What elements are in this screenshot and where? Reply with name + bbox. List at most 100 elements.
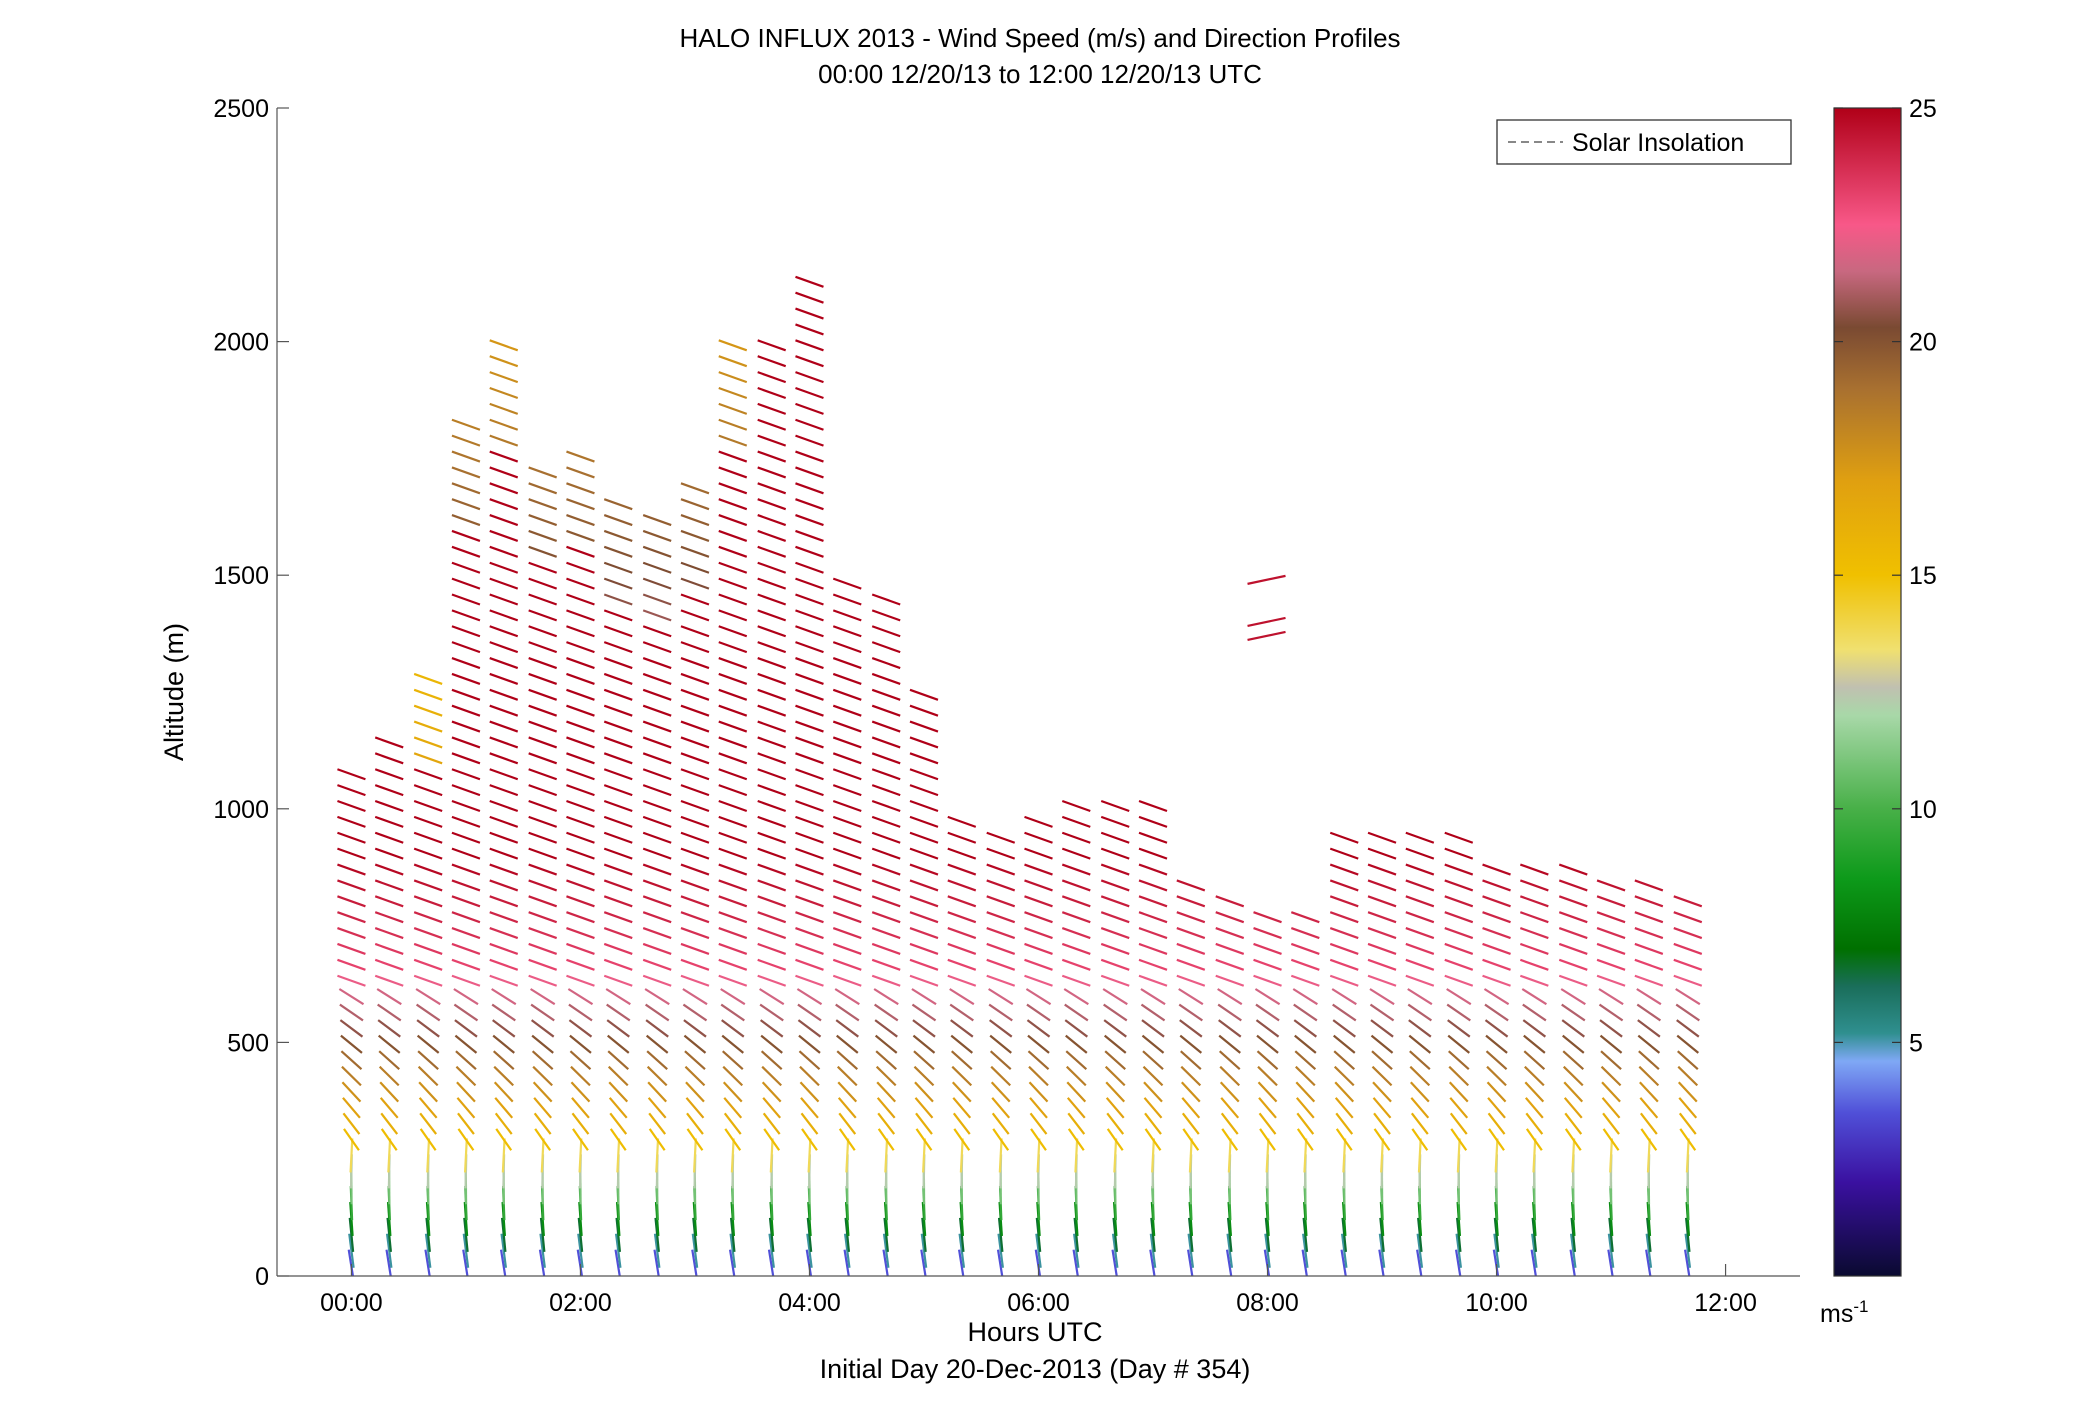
wind-barb xyxy=(603,831,633,844)
wind-barb xyxy=(871,799,901,813)
wind-barb xyxy=(757,355,787,368)
wind-barb xyxy=(801,1128,818,1151)
wind-barb xyxy=(832,863,862,876)
wind-barb xyxy=(986,895,1016,908)
wind-barb xyxy=(922,1138,926,1173)
wind-barb xyxy=(1061,942,1091,955)
wind-barb xyxy=(721,1019,745,1038)
wind-barb xyxy=(493,1065,515,1087)
wind-barb xyxy=(451,529,481,542)
wind-barb xyxy=(1447,1050,1470,1070)
wind-barb xyxy=(795,720,824,733)
wind-barb xyxy=(1290,942,1320,955)
wind-barb xyxy=(489,450,519,463)
wind-barb xyxy=(1569,1249,1576,1276)
wind-barb xyxy=(374,784,404,797)
wind-barb xyxy=(795,768,824,781)
wind-barb xyxy=(1600,1050,1622,1070)
wind-barb xyxy=(489,609,519,622)
wind-barb xyxy=(909,736,939,749)
wind-barb xyxy=(1673,927,1703,940)
wind-barb xyxy=(566,593,595,606)
wind-barb xyxy=(489,577,519,590)
colorbar-gradient xyxy=(1833,107,1902,1277)
wind-barb xyxy=(1684,1233,1692,1268)
wind-barb xyxy=(682,1003,708,1022)
wind-barb xyxy=(949,988,975,1006)
wind-barb xyxy=(877,1128,895,1151)
wind-barb xyxy=(1293,1003,1318,1022)
wind-barb xyxy=(1571,1138,1576,1173)
wind-barb xyxy=(566,641,595,654)
wind-barb xyxy=(871,656,901,670)
wind-barb xyxy=(1227,1138,1232,1173)
wind-barb xyxy=(607,1065,629,1087)
wind-barb xyxy=(374,863,404,876)
wind-barb xyxy=(1067,1112,1086,1135)
wind-barb xyxy=(686,1112,704,1135)
wind-barb xyxy=(1103,1003,1128,1022)
wind-barb xyxy=(1558,895,1588,908)
wind-barb xyxy=(642,561,672,574)
wind-barb xyxy=(374,911,404,924)
wind-barb xyxy=(1373,1128,1391,1151)
wind-barb xyxy=(718,593,748,606)
wind-barb xyxy=(534,1128,552,1151)
wind-barb xyxy=(795,402,824,415)
wind-barb xyxy=(1558,927,1588,940)
wind-barb xyxy=(451,656,481,670)
wind-barb xyxy=(1673,958,1703,971)
wind-barb xyxy=(1100,799,1130,813)
wind-barb xyxy=(603,720,633,733)
wind-barb xyxy=(871,942,901,955)
wind-barb xyxy=(1634,879,1664,892)
wind-barb xyxy=(1066,1097,1086,1119)
wind-barb xyxy=(492,1019,516,1038)
wind-barb xyxy=(832,927,862,940)
wind-barb xyxy=(1138,958,1168,971)
wind-barb xyxy=(1367,958,1397,971)
y-axis-ticks: 0 500 1000 1500 2000 2500 xyxy=(213,95,289,1291)
wind-barb xyxy=(337,974,366,987)
wind-barb xyxy=(871,879,901,892)
wind-barb xyxy=(1484,1019,1509,1038)
wind-barb xyxy=(1113,1138,1118,1173)
wind-barb xyxy=(1416,1249,1423,1276)
wind-barb xyxy=(795,577,824,590)
wind-barb xyxy=(603,641,633,654)
wind-barb xyxy=(1444,942,1474,955)
wind-barb xyxy=(419,1128,437,1151)
wind-barb xyxy=(451,418,481,431)
wind-barb xyxy=(1100,863,1130,876)
wind-barb xyxy=(757,625,787,638)
wind-barb xyxy=(348,1233,355,1268)
wind-barb xyxy=(528,974,558,987)
wind-barb xyxy=(1596,974,1626,987)
wind-barb xyxy=(996,1249,1004,1276)
wind-barb xyxy=(680,879,710,892)
wind-barb xyxy=(340,1050,363,1070)
wind-barb xyxy=(417,1050,439,1070)
wind-barb xyxy=(642,593,672,606)
wind-barb xyxy=(1025,988,1052,1006)
wind-barb xyxy=(489,847,519,860)
wind-barb xyxy=(653,1249,660,1276)
wind-barb xyxy=(1367,831,1397,844)
wind-barb xyxy=(337,895,366,908)
wind-barb xyxy=(832,577,862,590)
wind-barb xyxy=(1637,1019,1661,1038)
wind-barb xyxy=(492,1034,515,1054)
wind-barb xyxy=(684,1065,706,1087)
x-axis-sublabel: Initial Day 20-Dec-2013 (Day # 354) xyxy=(820,1354,1251,1384)
wind-barb xyxy=(528,720,558,733)
wind-barb xyxy=(1482,863,1511,876)
wind-barb xyxy=(800,1097,819,1119)
wind-barb xyxy=(718,386,748,400)
wind-barb xyxy=(807,1138,812,1173)
wind-barb xyxy=(685,1097,705,1119)
wind-barb xyxy=(1599,1019,1623,1038)
wind-barb xyxy=(795,911,824,924)
wind-barb xyxy=(757,371,787,384)
wind-barb xyxy=(909,895,939,908)
wind-barb xyxy=(795,847,824,860)
